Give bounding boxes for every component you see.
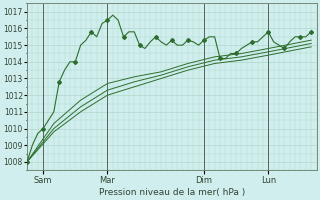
X-axis label: Pression niveau de la mer( hPa ): Pression niveau de la mer( hPa ) xyxy=(99,188,245,197)
